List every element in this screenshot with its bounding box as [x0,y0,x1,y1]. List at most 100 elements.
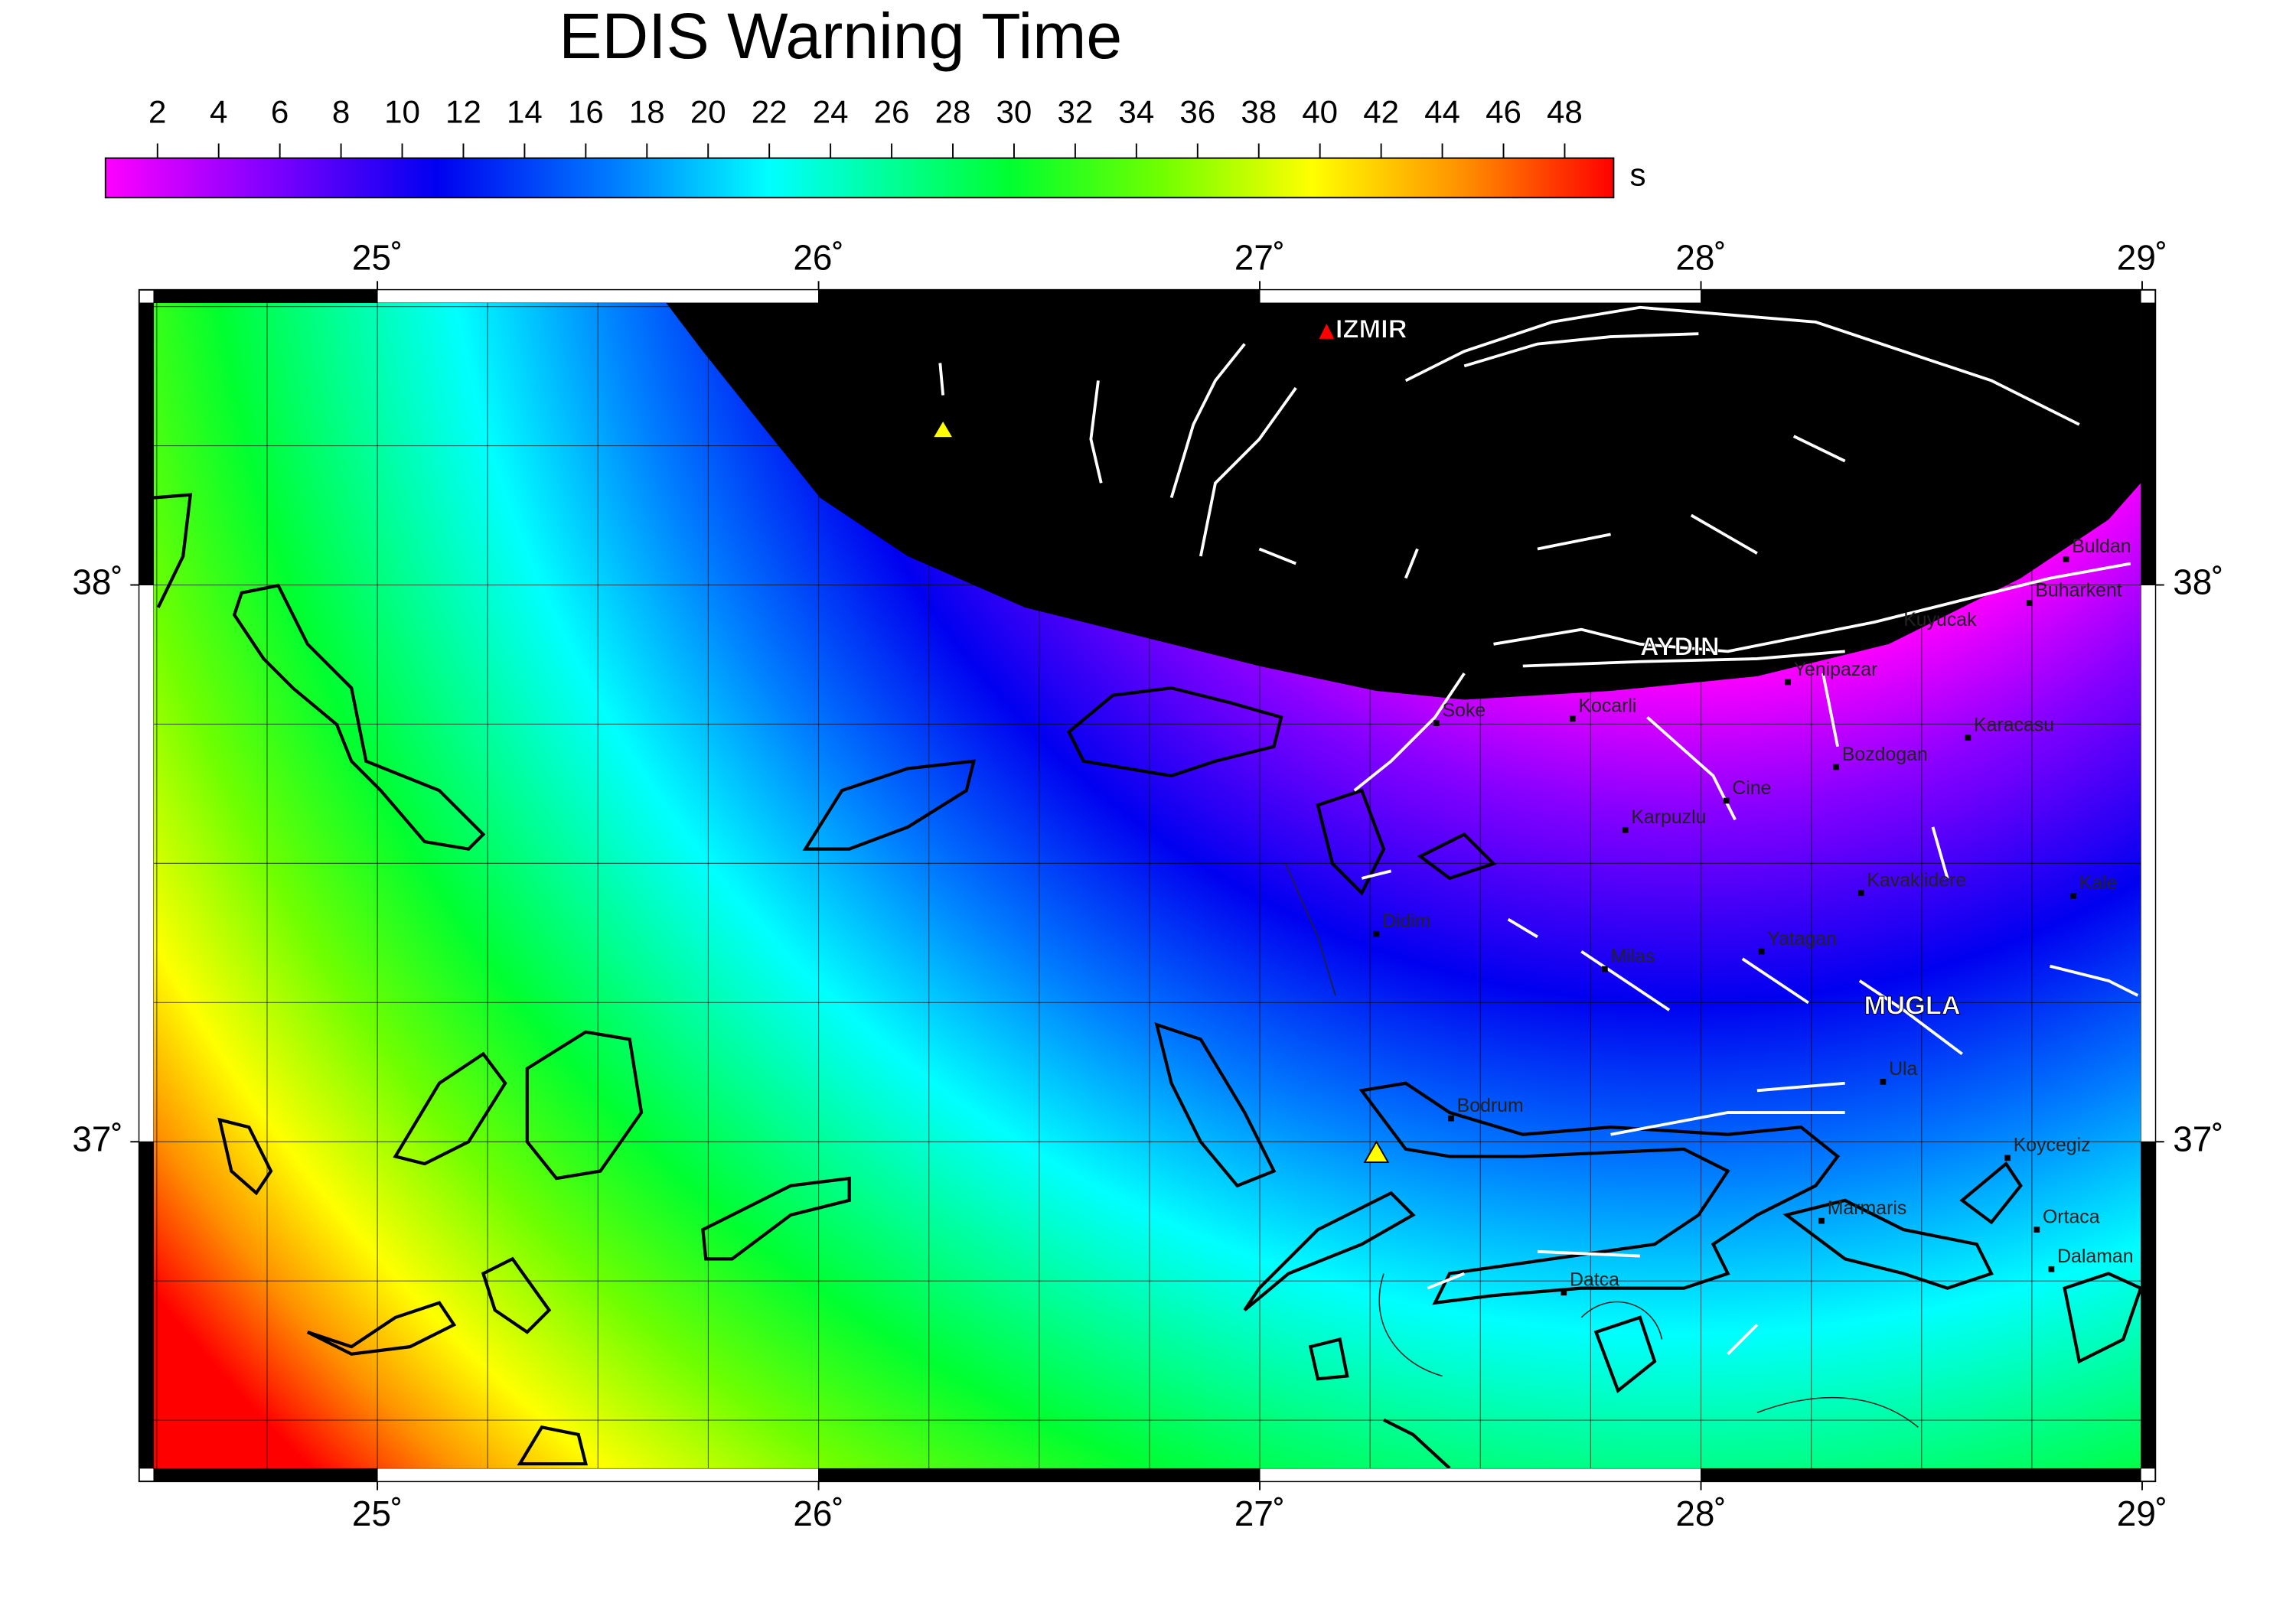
colorbar-tick-label: 20 [690,93,726,129]
colorbar [104,157,1615,199]
place-label: IZMIR [1336,314,1407,344]
lon-label: 26˚ [793,238,843,278]
place-marker [1433,720,1440,726]
colorbar-tick-label: 40 [1302,93,1338,129]
frame-segment [139,302,155,585]
frame-segment [139,585,155,1142]
frame-segment [377,289,820,304]
colorbar-tick-label: 30 [996,93,1032,129]
map-area: IZMIR AYDIN MUGLA Soke Kocarli Yenipazar Kuyuc… [153,303,2141,1468]
place-marker [1448,1115,1454,1122]
colorbar-tick-label: 48 [1547,93,1583,129]
place-marker [1785,679,1791,686]
place-marker [2033,1226,2040,1233]
places: IZMIR AYDIN MUGLA Soke Kocarli Yenipazar Kuyuc… [1335,314,2134,1296]
place-label: Karacasu [1974,715,2054,736]
place-label: Yatagan [1767,928,1837,950]
place-label: MUGLA [1864,991,1961,1020]
colorbar-tick-label: 4 [210,93,227,129]
place-label: Dalaman [2057,1246,2134,1267]
frame-segment [1259,289,1701,304]
frame-segment [1259,1468,1701,1482]
frame-segment [2140,585,2156,1142]
place-marker [2070,893,2076,899]
colorbar-tick-label: 38 [1241,93,1277,129]
land-mask [666,303,2141,700]
frame-segment [153,1468,378,1482]
colorbar-tick-label: 44 [1424,93,1460,129]
frame-segment [2140,1141,2156,1469]
place-marker [1602,966,1608,972]
stations [931,320,1390,1164]
lon-label: 27˚ [1234,1494,1285,1533]
coastlines [153,493,2141,1468]
lat-label: 38˚ [2173,562,2223,602]
lat-label: 37˚ [2173,1119,2223,1158]
colorbar-tick-label: 14 [507,93,543,129]
colorbar-tick-label: 8 [332,93,350,129]
colorbar-tick-label: 24 [813,93,849,129]
place-label: Bozdogan [1842,744,1928,765]
place-label: Buldan [2072,536,2131,557]
place-marker [1723,797,1730,804]
station [1363,1140,1390,1164]
place-marker [2048,1266,2055,1272]
colorbar-tick-label: 42 [1363,93,1399,129]
place-label: Yenipazar [1794,659,1878,680]
title: EDIS Warning Time [559,0,1122,72]
station [931,419,955,439]
colorbar-tick-label: 10 [384,93,420,129]
station [1316,320,1337,340]
place-label: Cine [1732,777,1771,799]
colorbar-tick-label: 46 [1486,93,1521,129]
frame-segment [1701,1468,2141,1482]
place-marker [2004,1155,2011,1161]
colorbar-tick-label: 26 [874,93,910,129]
axes: 25˚ 25˚ 26˚ 26˚ 27˚ 27˚ 28˚ 28˚ 29˚ 29˚ 37˚ 37˚ 38˚ 3… [72,238,2223,1534]
lat-label: 38˚ [72,562,122,602]
colorbar-tick-label: 12 [445,93,481,129]
place-label: Kocarli [1578,695,1636,717]
frame-segment [818,289,1261,304]
colorbar-unit: s [1629,157,1645,193]
place-marker [1965,735,1971,741]
frame-border [139,289,2156,1482]
frame-segment [818,1468,1261,1482]
place-label: Buharkent [2035,579,2122,601]
lon-label: 29˚ [2117,1494,2167,1533]
colorbar-tick-label: 6 [271,93,289,129]
place-marker [1622,826,1629,833]
place-marker [1833,764,1840,770]
lon-label: 28˚ [1675,1494,1726,1533]
lat-label: 37˚ [72,1119,122,1158]
frame-segment [377,1468,820,1482]
colorbar-tick-label: 18 [629,93,665,129]
place-label: Didim [1382,910,1431,932]
place-label: Kale [2079,872,2118,894]
place-label: Karpuzlu [1631,806,1706,828]
faults [938,305,2139,1356]
place-marker [2063,556,2069,562]
place-marker [1373,930,1380,937]
frame-segment [2140,302,2156,585]
place-marker [1857,890,1864,896]
lon-label: 26˚ [793,1494,843,1533]
colorbar-tick-label: 22 [752,93,788,129]
colorbar-tick-label: 16 [568,93,604,129]
place-marker [1894,629,1901,636]
place-label: Ula [1889,1058,1917,1080]
frame-segment [139,1141,155,1469]
lon-label: 27˚ [1234,238,1285,278]
place-label: Kuyucak [1903,609,1977,630]
place-label: Soke [1443,699,1486,721]
place-label: AYDIN [1640,633,1720,662]
colorbar-tick-label: 2 [148,93,166,129]
place-label: Koycegiz [2014,1135,2091,1156]
lon-label: 25˚ [352,238,403,278]
place-marker [1880,1079,1887,1085]
place-label: Ortaca [2043,1206,2100,1227]
colorbar-tick-label: 28 [935,93,971,129]
bathymetry [1285,863,1919,1428]
place-marker [2026,600,2033,607]
